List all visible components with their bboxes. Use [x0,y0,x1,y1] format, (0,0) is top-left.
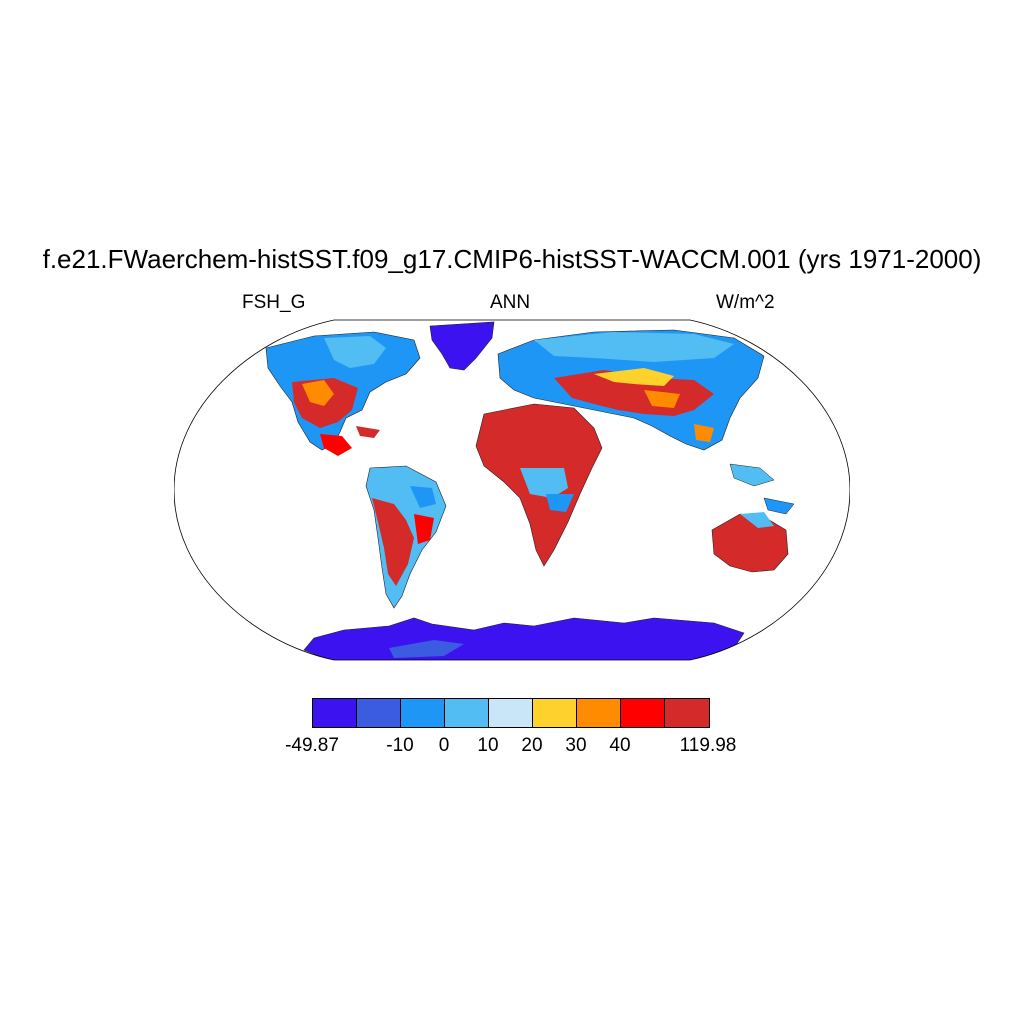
colorbar-box [489,699,533,727]
colorbar-label: 10 [477,735,499,756]
variable-label: FSH_G [242,292,306,313]
antarctica [303,617,745,660]
greenland [429,321,495,371]
colorbar-label: 40 [609,735,631,756]
page-title: f.e21.FWaerchem-histSST.f09_g17.CMIP6-hi… [42,244,982,274]
colorbar-box [665,699,709,727]
colorbar-label: 119.98 [679,735,737,756]
units-label: W/m^2 [716,292,775,313]
colorbar-label: 20 [521,735,543,756]
colorbar-box [357,699,401,727]
colorbar-label: 30 [565,735,587,756]
colorbar-box [621,699,665,727]
colorbar-box [313,699,357,727]
colorbar-label: -10 [386,735,414,756]
colorbar-box [577,699,621,727]
australia [711,513,789,573]
colorbar-box [445,699,489,727]
season-label: ANN [490,292,531,313]
colorbar-label: 0 [438,735,450,756]
colorbar [312,698,710,728]
colorbar-box [401,699,445,727]
colorbar-box [533,699,577,727]
world-map [174,319,850,661]
map-border [174,319,850,661]
colorbar-label: -49.87 [285,735,339,756]
